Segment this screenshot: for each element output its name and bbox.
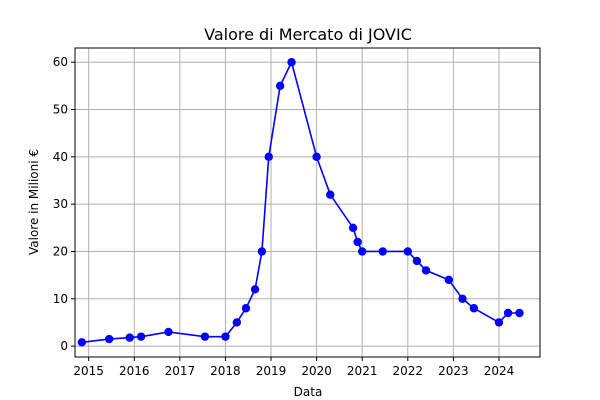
chart-title: Valore di Mercato di JOVIC xyxy=(204,25,412,44)
x-tick-label: 2016 xyxy=(119,364,150,378)
data-point xyxy=(287,57,296,67)
data-point xyxy=(469,304,479,313)
data-point xyxy=(421,266,431,275)
data-point xyxy=(444,275,454,285)
data-point xyxy=(77,338,87,347)
data-point xyxy=(275,81,285,91)
x-axis-ticks: 2015 2016 2017 2018 2019 2020 2021 2022 2023 2024 xyxy=(73,357,514,378)
data-point xyxy=(200,332,210,341)
data-point xyxy=(221,332,230,341)
data-point xyxy=(257,247,267,256)
grid-lines xyxy=(75,48,540,357)
data-point xyxy=(250,285,260,294)
x-axis-label: Data xyxy=(294,385,323,399)
x-tick-label: 2024 xyxy=(484,364,515,378)
data-point xyxy=(353,237,362,247)
data-point xyxy=(125,333,134,342)
x-tick-label: 2020 xyxy=(301,364,332,378)
plot-frame xyxy=(74,47,541,358)
y-tick-label: 0 xyxy=(60,339,68,353)
data-point xyxy=(232,318,242,327)
data-point xyxy=(348,223,358,233)
x-tick-label: 2023 xyxy=(438,364,469,378)
x-tick-label: 2019 xyxy=(256,364,287,378)
data-point xyxy=(136,332,146,341)
data-point xyxy=(164,327,173,337)
data-point xyxy=(458,294,467,303)
data-point xyxy=(412,256,422,266)
y-tick-label: 10 xyxy=(53,292,68,306)
x-tick-label: 2021 xyxy=(347,364,378,378)
y-tick-label: 50 xyxy=(53,103,68,117)
y-axis-ticks: 0 10 20 30 40 50 60 xyxy=(53,55,75,353)
plot-series xyxy=(77,57,524,347)
x-tick-label: 2017 xyxy=(165,364,196,378)
data-point xyxy=(241,304,251,313)
data-point xyxy=(515,308,524,318)
y-tick-label: 30 xyxy=(53,197,68,211)
data-point xyxy=(403,247,412,256)
data-point xyxy=(503,308,513,318)
data-point xyxy=(326,190,335,199)
data-point xyxy=(312,152,321,162)
y-tick-label: 20 xyxy=(53,244,68,258)
data-point xyxy=(378,247,387,256)
data-point xyxy=(494,318,504,327)
y-tick-label: 60 xyxy=(53,55,68,69)
y-tick-label: 40 xyxy=(53,150,68,164)
x-tick-label: 2022 xyxy=(393,364,424,378)
data-point xyxy=(104,334,114,344)
data-point xyxy=(264,152,273,162)
x-tick-label: 2015 xyxy=(73,364,104,378)
x-tick-label: 2018 xyxy=(210,364,241,378)
y-axis-label: Valore in Milioni € xyxy=(27,149,41,255)
data-point xyxy=(358,247,367,256)
